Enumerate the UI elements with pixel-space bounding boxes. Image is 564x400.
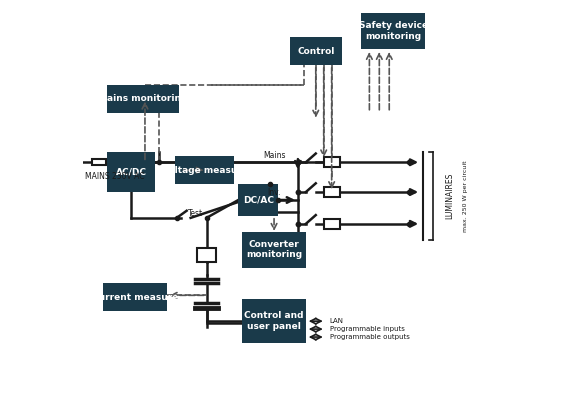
Bar xyxy=(103,284,167,311)
Text: Inv.: Inv. xyxy=(267,188,280,197)
Text: DC/AC: DC/AC xyxy=(243,196,274,204)
Text: MAINS 230V AC: MAINS 230V AC xyxy=(85,172,145,181)
Text: Current measure: Current measure xyxy=(92,293,178,302)
Text: max. 250 W per circuit: max. 250 W per circuit xyxy=(462,160,468,232)
Text: Voltage measure: Voltage measure xyxy=(161,166,248,175)
Bar xyxy=(197,248,217,262)
Text: Programmable outputs: Programmable outputs xyxy=(330,334,409,340)
Bar xyxy=(243,232,306,268)
Bar xyxy=(290,37,342,65)
Text: LUMINAIRES: LUMINAIRES xyxy=(445,173,454,219)
Bar xyxy=(324,187,340,197)
Text: AC/DC: AC/DC xyxy=(116,168,147,177)
Text: Mains monitoring: Mains monitoring xyxy=(98,94,188,103)
Text: Safety device
monitoring: Safety device monitoring xyxy=(359,22,428,41)
Bar xyxy=(243,299,306,343)
Bar xyxy=(107,85,179,113)
Text: Control and
user panel: Control and user panel xyxy=(244,312,304,331)
Text: Control: Control xyxy=(297,46,334,56)
Bar xyxy=(239,184,278,216)
Bar xyxy=(107,152,155,192)
Text: Mains: Mains xyxy=(263,151,285,160)
Text: Programmable inputs: Programmable inputs xyxy=(330,326,404,332)
Bar xyxy=(324,219,340,228)
Bar xyxy=(175,156,234,184)
Text: LAN: LAN xyxy=(330,318,343,324)
Bar xyxy=(324,158,340,167)
Bar xyxy=(362,13,425,49)
Text: Converter
monitoring: Converter monitoring xyxy=(246,240,302,259)
Text: Test: Test xyxy=(188,209,203,218)
Bar xyxy=(92,159,107,165)
